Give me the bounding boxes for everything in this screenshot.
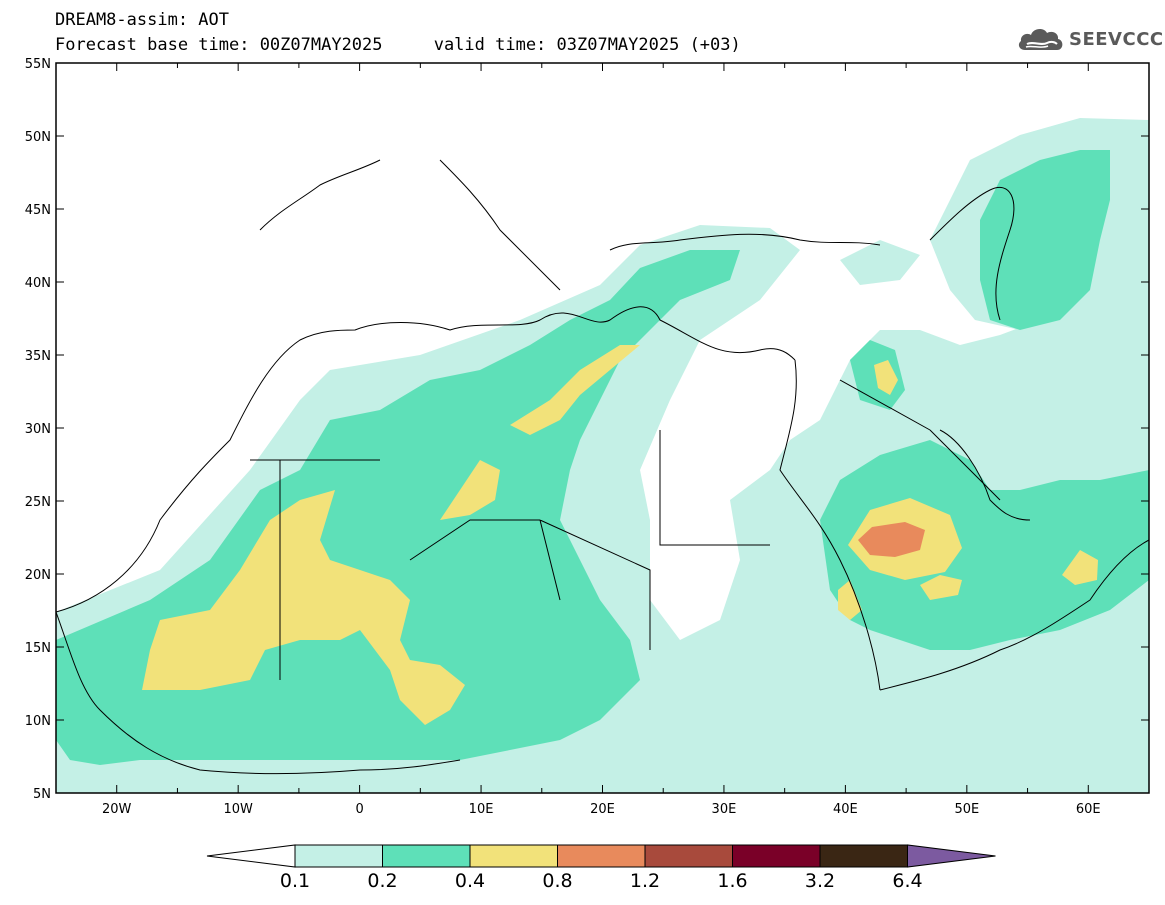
- valid-time-label: valid time: 03Z07MAY2025 (+03): [433, 35, 741, 55]
- lat-tick-label: 35N: [25, 349, 51, 364]
- aot-level-0-4: [142, 345, 1098, 725]
- lon-tick-label: 20W: [102, 802, 132, 817]
- colorbar-level-label: 0.1: [280, 870, 310, 892]
- seevccc-logo: SEEVCCC: [1017, 22, 1164, 56]
- lat-tick-label: 45N: [25, 203, 51, 218]
- colorbar-high-arrow: [907, 844, 996, 868]
- lon-tick-label: 10E: [469, 802, 494, 817]
- colorbar-level-label: 0.4: [455, 870, 485, 892]
- axis-ticks: [55, 62, 1150, 794]
- base-time-label: Forecast base time: 00Z07MAY2025: [55, 35, 383, 55]
- colorbar-low-arrow: [206, 844, 296, 868]
- colorbar-level-label: 6.4: [892, 870, 922, 892]
- lon-tick-label: 60E: [1076, 802, 1101, 817]
- colorbar-box: [382, 844, 471, 868]
- colorbar-box: [557, 844, 646, 868]
- time-info: Forecast base time: 00Z07MAY2025 valid t…: [55, 35, 741, 55]
- lat-tick-label: 20N: [25, 568, 51, 583]
- colorbar-level-label: 1.2: [630, 870, 660, 892]
- aot-level-0-8: [858, 522, 925, 557]
- logo-text: SEEVCCC: [1069, 28, 1164, 50]
- cloud-icon: [1018, 29, 1063, 50]
- colorbar-box: [732, 844, 821, 868]
- colorbar-box: [644, 844, 733, 868]
- colorbar: 0.1 0.2 0.4 0.8 1.2 1.6 3.2 6.4: [206, 844, 996, 892]
- lat-tick-label: 50N: [25, 130, 51, 145]
- colorbar-level-label: 3.2: [805, 870, 835, 892]
- lat-tick-label: 25N: [25, 495, 51, 510]
- aot-shading: [56, 118, 1149, 793]
- lon-tick-label: 0: [355, 802, 363, 817]
- lat-tick-label: 5N: [33, 787, 51, 802]
- coastlines: [56, 159, 1149, 775]
- colorbar-level-label: 0.8: [542, 870, 572, 892]
- lon-tick-label: 40E: [833, 802, 858, 817]
- map-title: DREAM8-assim: AOT: [55, 10, 229, 30]
- lon-tick-label: 10W: [223, 802, 253, 817]
- lat-tick-label: 15N: [25, 641, 51, 656]
- axis-labels: 55N 50N 45N 40N 35N 30N 25N 20N 15N 10N 5N 20W 10W 0 1…: [25, 57, 1101, 817]
- lon-tick-label: 50E: [954, 802, 979, 817]
- colorbar-box: [294, 844, 383, 868]
- lat-tick-label: 40N: [25, 276, 51, 291]
- lon-tick-label: 30E: [712, 802, 737, 817]
- lon-tick-label: 20E: [590, 802, 615, 817]
- colorbar-box: [469, 844, 558, 868]
- colorbar-box: [819, 844, 908, 868]
- colorbar-level-label: 1.6: [717, 870, 747, 892]
- lat-tick-label: 30N: [25, 422, 51, 437]
- colorbar-level-label: 0.2: [367, 870, 397, 892]
- lat-tick-label: 55N: [25, 57, 51, 72]
- lat-tick-label: 10N: [25, 714, 51, 729]
